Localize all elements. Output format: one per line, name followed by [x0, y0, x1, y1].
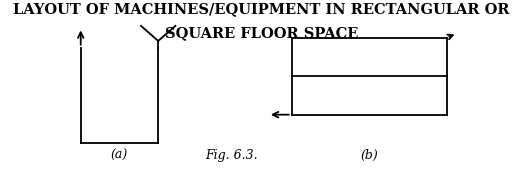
Text: LAYOUT OF MACHINES/EQUIPMENT IN RECTANGULAR OR: LAYOUT OF MACHINES/EQUIPMENT IN RECTANGU…: [13, 2, 510, 16]
Text: SQUARE FLOOR SPACE: SQUARE FLOOR SPACE: [165, 26, 358, 40]
Text: (b): (b): [360, 149, 378, 162]
Text: (a): (a): [111, 149, 128, 162]
Text: Fig. 6.3.: Fig. 6.3.: [205, 149, 258, 162]
